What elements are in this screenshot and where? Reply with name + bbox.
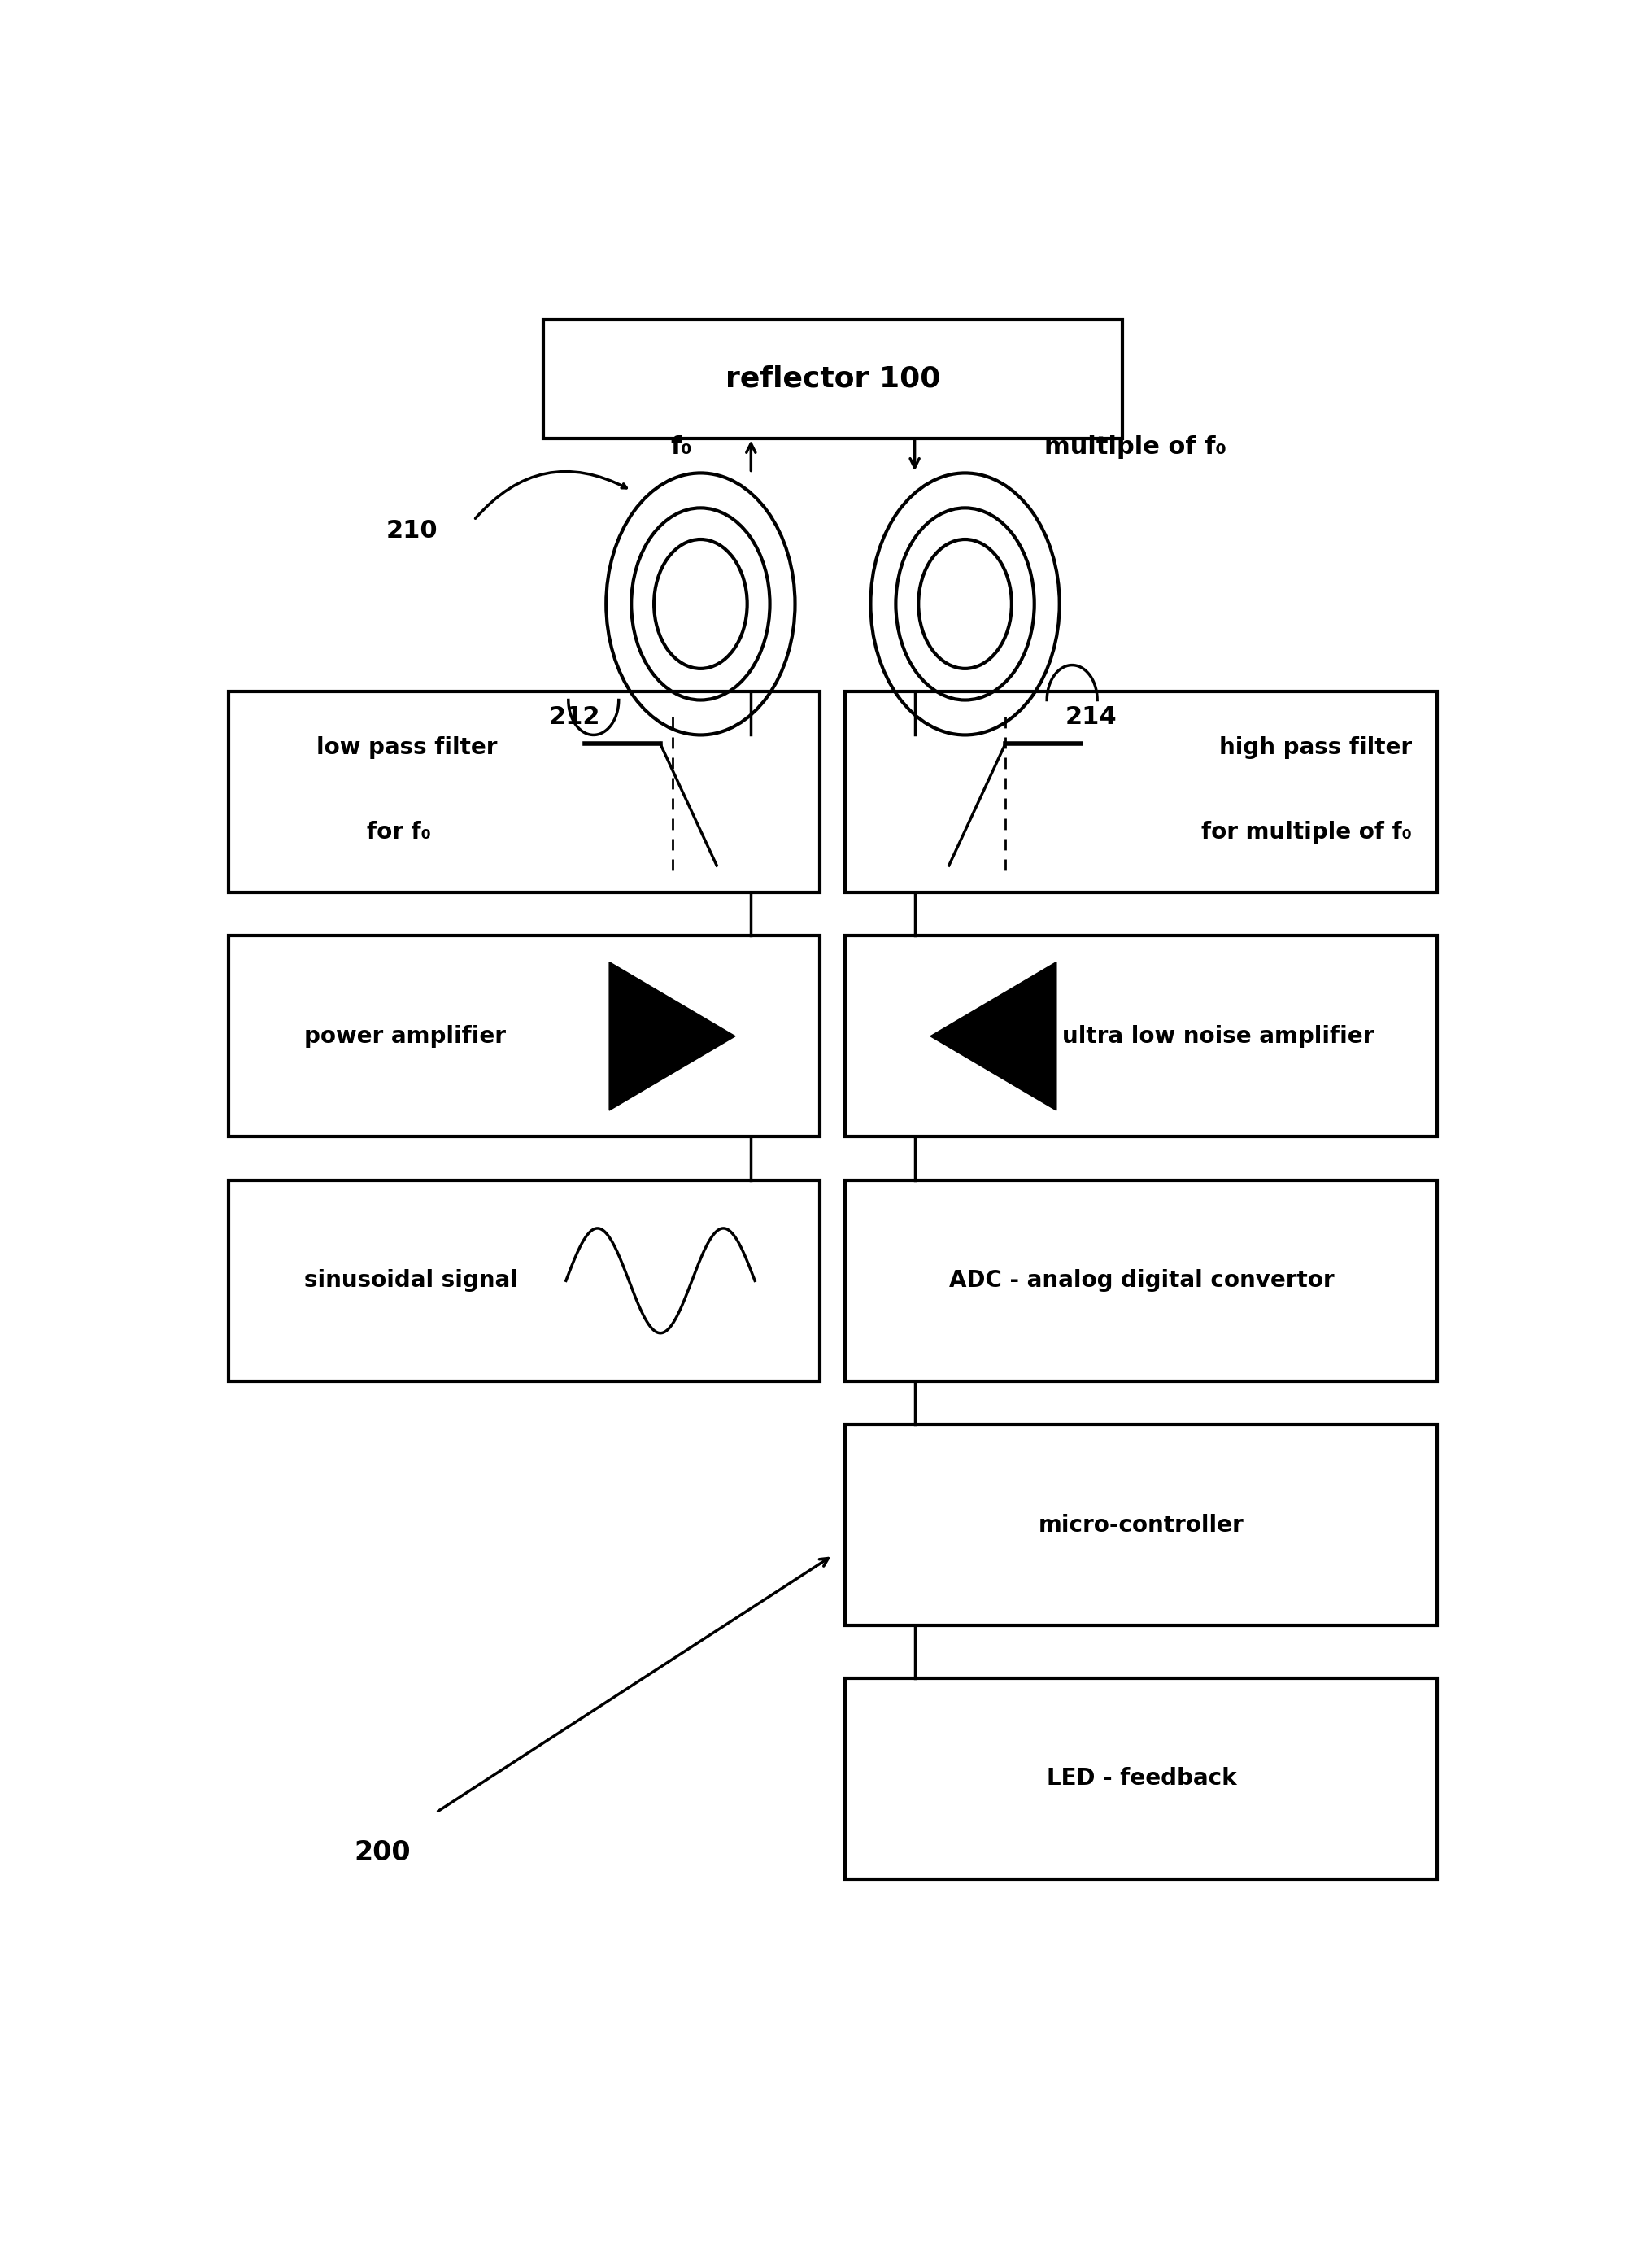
Text: multiple of f₀: multiple of f₀: [1043, 435, 1227, 458]
Text: power amplifier: power amplifier: [304, 1025, 505, 1048]
Text: ultra low noise amplifier: ultra low noise amplifier: [1063, 1025, 1375, 1048]
Bar: [228, 1179, 821, 1381]
Bar: [845, 1424, 1436, 1626]
Text: f₀: f₀: [671, 435, 692, 458]
Bar: [543, 320, 1123, 438]
Text: 210: 210: [385, 519, 437, 542]
Text: low pass filter: low pass filter: [317, 737, 497, 760]
Text: 200: 200: [354, 1839, 411, 1867]
Text: ADC - analog digital convertor: ADC - analog digital convertor: [949, 1270, 1334, 1293]
Bar: [228, 937, 821, 1136]
Text: LED - feedback: LED - feedback: [1046, 1767, 1237, 1789]
Bar: [228, 692, 821, 891]
Bar: [845, 1678, 1436, 1878]
Text: for multiple of f₀: for multiple of f₀: [1201, 821, 1412, 844]
Text: sinusoidal signal: sinusoidal signal: [304, 1270, 518, 1293]
Bar: [845, 692, 1436, 891]
Text: for f₀: for f₀: [367, 821, 431, 844]
Polygon shape: [609, 962, 734, 1111]
Text: micro-controller: micro-controller: [1038, 1513, 1245, 1535]
Text: high pass filter: high pass filter: [1219, 737, 1412, 760]
Text: 212: 212: [549, 705, 601, 730]
Polygon shape: [931, 962, 1056, 1111]
Bar: [845, 1179, 1436, 1381]
Bar: [845, 937, 1436, 1136]
Text: reflector 100: reflector 100: [725, 365, 941, 392]
Text: 214: 214: [1064, 705, 1116, 730]
